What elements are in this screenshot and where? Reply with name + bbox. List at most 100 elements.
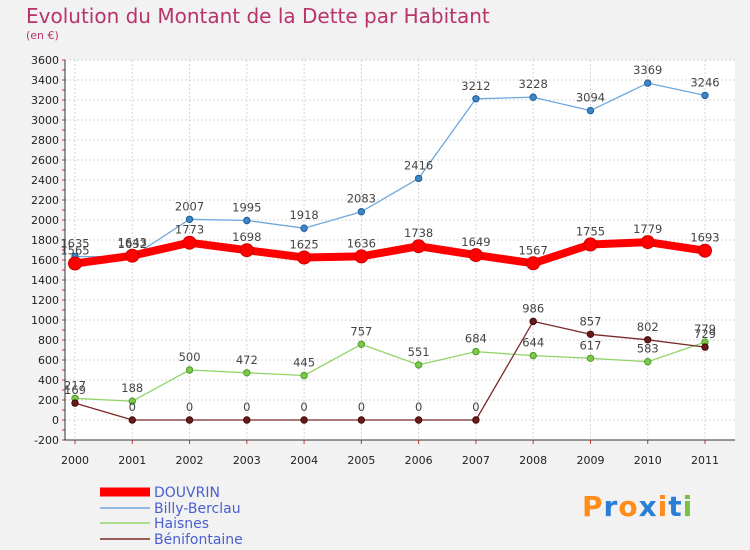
data-point-douvrin [125,248,140,263]
data-label-benifontaine: 857 [579,314,601,328]
data-point-billy-berclau [357,208,366,216]
x-tick-label: 2010 [634,454,662,467]
y-tick-label: 600 [38,354,59,367]
data-label-douvrin: 1565 [60,244,89,258]
data-point-billy-berclau [644,79,652,87]
x-tick-label: 2002 [176,454,204,467]
data-point-billy-berclau [243,216,251,225]
data-label-billy-berclau: 3094 [576,91,605,105]
data-label-haisnes: 500 [179,350,201,364]
data-point-douvrin [640,235,655,250]
data-point-billy-berclau [185,215,194,224]
data-point-haisnes [414,361,423,369]
data-label-billy-berclau: 2007 [175,199,204,213]
x-tick-label: 2005 [347,454,375,467]
data-point-haisnes [472,347,480,356]
y-tick-label: 0 [52,414,59,427]
x-tick-label: 2004 [290,454,318,467]
x-tick-label: 2006 [405,454,433,467]
proxiti-logo: Proxiti [582,490,693,523]
y-tick-label: 1200 [31,294,59,307]
data-point-billy-berclau [529,93,537,101]
data-label-benifontaine: 0 [472,400,479,414]
data-point-benifontaine [701,343,709,351]
y-tick-label: 3000 [31,114,59,127]
data-point-benifontaine [357,416,366,424]
data-point-haisnes [243,369,251,377]
data-point-benifontaine [414,416,423,424]
legend-label-billy-berclau: Billy-Berclau [154,501,241,517]
legend-label-douvrin: DOUVRIN [154,485,220,501]
data-label-billy-berclau: 3228 [519,77,548,91]
data-point-douvrin [354,249,369,264]
data-label-haisnes: 472 [236,353,258,367]
data-label-billy-berclau: 3212 [461,79,490,93]
data-label-haisnes: 188 [121,381,143,395]
data-point-benifontaine [243,416,251,424]
series-line-benifontaine [74,320,706,421]
legend-label-haisnes: Haisnes [154,516,209,532]
data-point-douvrin [182,235,197,250]
data-label-benifontaine: 0 [300,400,307,414]
data-label-billy-berclau: 1632 [118,237,147,251]
y-tick-label: 1000 [31,314,59,327]
y-tick-label: 3400 [31,74,59,87]
data-label-billy-berclau: 2416 [404,158,433,172]
chart-title: Evolution du Montant de la Dette par Hab… [26,4,490,28]
y-tick-label: 2600 [31,154,59,167]
chart-subtitle: (en €) [26,29,59,42]
data-label-billy-berclau: 1995 [232,201,261,215]
x-tick-label: 2003 [233,454,261,467]
x-tick-label: 2011 [691,454,719,467]
series-line-haisnes [74,341,706,402]
data-label-haisnes: 583 [637,342,659,356]
data-point-haisnes [529,351,537,360]
data-point-benifontaine [71,399,79,407]
y-tick-label: 200 [38,394,59,407]
data-label-douvrin: 1649 [461,235,490,249]
y-tick-label: 800 [38,334,59,347]
data-point-douvrin [698,243,712,258]
y-tick-label: 2800 [31,134,59,147]
data-label-benifontaine: 0 [129,400,136,414]
data-label-haisnes: 617 [579,338,601,352]
data-label-billy-berclau: 1635 [60,237,89,251]
data-label-haisnes: 644 [522,336,544,350]
data-label-douvrin: 1643 [118,236,147,250]
data-label-douvrin: 1625 [289,238,318,252]
data-point-douvrin [468,248,483,263]
data-label-benifontaine: 986 [522,301,544,315]
data-point-benifontaine [472,416,480,424]
data-label-benifontaine: 0 [243,400,250,414]
data-point-billy-berclau [300,224,308,232]
data-point-benifontaine [300,416,308,424]
y-tick-label: 1600 [31,254,59,267]
data-point-douvrin [239,243,254,258]
data-label-douvrin: 1773 [175,223,204,237]
data-label-douvrin: 1698 [232,230,261,244]
data-label-billy-berclau: 2083 [347,192,376,206]
y-tick-label: 400 [38,374,59,387]
y-tick-label: 1400 [31,274,59,287]
data-label-billy-berclau: 3246 [690,75,719,89]
data-label-douvrin: 1738 [404,226,433,240]
data-label-benifontaine: 169 [64,383,86,397]
data-point-haisnes [300,371,308,380]
y-tick-label: 1800 [31,234,59,247]
data-point-haisnes [357,340,366,348]
series-line-billy-berclau [74,82,706,258]
data-point-billy-berclau [472,95,480,103]
data-label-benifontaine: 729 [694,327,716,341]
data-label-benifontaine: 802 [637,320,659,334]
legend-label-benifontaine: Bénifontaine [154,532,243,548]
data-point-douvrin [68,256,82,271]
data-label-haisnes: 779 [694,322,716,336]
series-line-douvrin [74,238,706,268]
y-tick-label: 3600 [31,54,59,67]
data-point-benifontaine [644,336,652,344]
data-label-douvrin: 1693 [690,231,719,245]
y-tick-label: 2000 [31,214,59,227]
x-tick-label: 2007 [462,454,490,467]
